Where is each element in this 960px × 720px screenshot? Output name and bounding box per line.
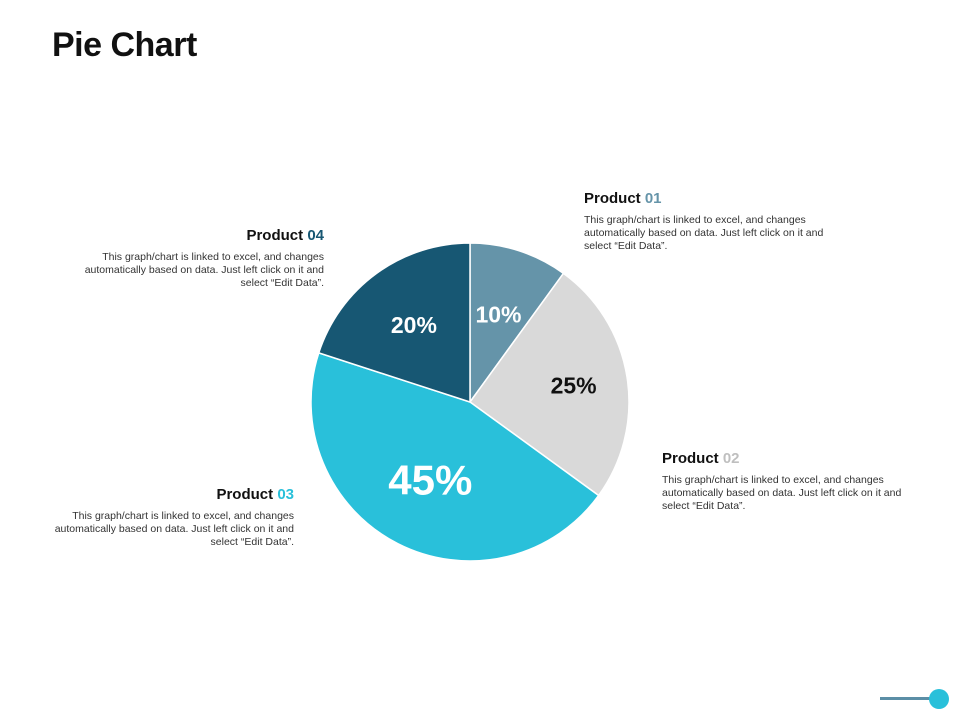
pie-slice-p03 (310, 351, 600, 562)
pie-label-p04: 20% (391, 312, 437, 338)
callout-product-03-heading: Product 03 (34, 486, 294, 503)
callout-product-02-number: 02 (722, 450, 740, 467)
callout-product-03: Product 03 This graph/chart is linked to… (34, 486, 294, 549)
page-title: Pie Chart (52, 26, 197, 64)
pie-slice-p02 (468, 272, 630, 497)
callout-product-03-description: This graph/chart is linked to excel, and… (54, 510, 294, 548)
callout-product-04-number: 04 (307, 227, 324, 244)
callout-product-01-word: Product (584, 190, 641, 207)
pie-slice-p01 (469, 242, 565, 405)
footer-dot (929, 689, 949, 709)
callout-product-04-description: This graph/chart is linked to excel, and… (84, 251, 324, 289)
callout-product-01: Product 01 This graph/chart is linked to… (584, 190, 844, 253)
callout-product-03-word: Product (216, 486, 274, 503)
callout-product-02-heading: Product 02 (662, 450, 922, 467)
callout-product-04-heading: Product 04 (64, 227, 324, 244)
callout-product-04: Product 04 This graph/chart is linked to… (64, 227, 324, 290)
pie-slice-p04 (317, 242, 471, 404)
callout-product-02: Product 02 This graph/chart is linked to… (662, 450, 922, 513)
callout-product-02-word: Product (662, 450, 719, 467)
callout-product-04-word: Product (246, 227, 304, 244)
pie-label-p02: 25% (551, 373, 597, 399)
pie-label-p01: 10% (475, 301, 521, 327)
callout-product-01-number: 01 (644, 190, 662, 207)
callout-product-01-heading: Product 01 (584, 190, 844, 207)
footer-line (880, 697, 930, 700)
pie-label-p03: 45% (388, 456, 472, 503)
callout-product-01-description: This graph/chart is linked to excel, and… (584, 214, 824, 252)
callout-product-03-number: 03 (277, 486, 294, 503)
callout-product-02-description: This graph/chart is linked to excel, and… (662, 474, 902, 512)
